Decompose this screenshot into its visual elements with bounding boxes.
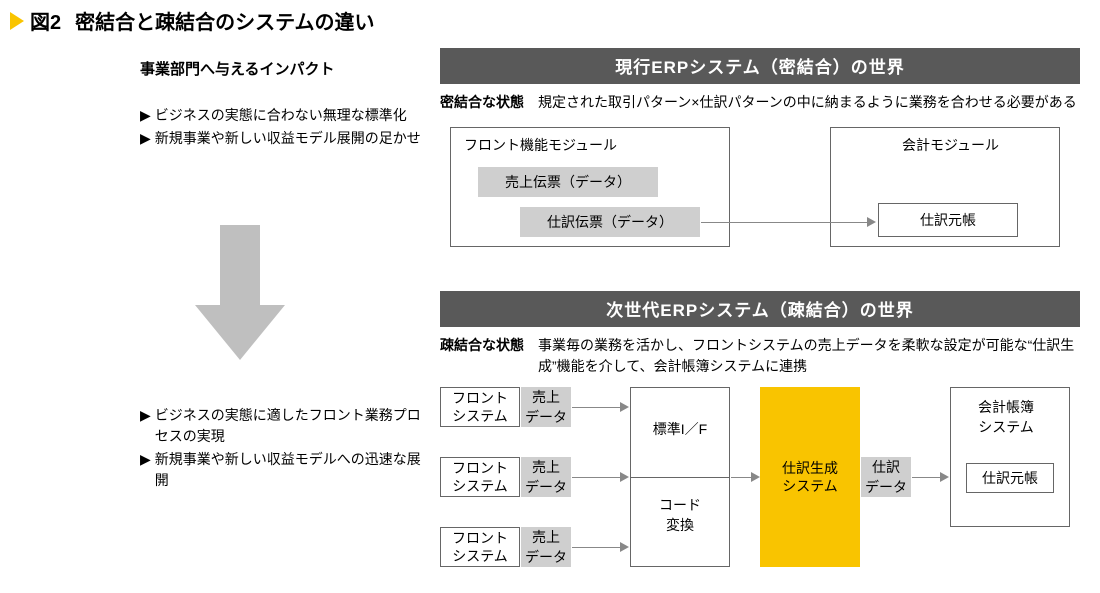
right-column: 現行ERPシステム（密結合）の世界 密結合な状態 規定された取引パターン×仕訳パ…: [440, 48, 1080, 587]
arrow-line: [572, 477, 620, 478]
down-arrow-icon: [195, 225, 285, 360]
impact-heading: 事業部門へ与えるインパクト: [140, 58, 425, 79]
front-system-box: フロント システム: [440, 387, 520, 427]
loose-state-label: 疎結合な状態: [440, 335, 524, 377]
loose-diagram: フロント システム 売上 データ フロント システム 売上 データ フロント シ…: [440, 387, 1080, 587]
front-system-box: フロント システム: [440, 457, 520, 497]
arrow-head-icon: [620, 542, 629, 552]
arrow-line: [572, 547, 620, 548]
bullet-text: 新規事業や新しい収益モデルへの迅速な展開: [155, 449, 425, 491]
loose-state-text: 事業毎の業務を活かし、フロントシステムの売上データを柔軟な設定が可能な“仕訳生成…: [538, 335, 1080, 377]
sales-data-box: 売上 データ: [521, 527, 571, 567]
bullet-marker: ▶: [140, 128, 151, 149]
arrow-line: [912, 477, 940, 478]
triangle-icon: [10, 12, 24, 30]
bullet-marker: ▶: [140, 405, 151, 447]
arrow-head-icon: [751, 472, 760, 482]
tight-diagram: フロント機能モジュール 売上伝票（データ） 仕訳伝票（データ） 会計モジュール …: [440, 123, 1080, 273]
acct-book-label: 会計帳簿 システム: [978, 397, 1034, 437]
bullet-marker: ▶: [140, 449, 151, 491]
arrow-line: [701, 222, 867, 223]
acct-module-label: 会計モジュール: [902, 135, 999, 155]
ledger-box-2: 仕訳元帳: [966, 463, 1054, 493]
sales-data-box: 売上 データ: [521, 387, 571, 427]
figure-caption: 密結合と疎結合のシステムの違い: [75, 6, 374, 35]
front-system-box: フロント システム: [440, 527, 520, 567]
tight-state-text: 規定された取引パターン×仕訳パターンの中に納まるように業務を合わせる必要がある: [538, 92, 1077, 113]
tight-state-label: 密結合な状態: [440, 92, 524, 113]
gen-system-box: 仕訳生成 システム: [760, 387, 860, 567]
code-conv-label: コード 変換: [648, 495, 712, 535]
loose-banner: 次世代ERPシステム（疎結合）の世界: [440, 291, 1080, 327]
journal-data-box: 仕訳 データ: [861, 457, 911, 497]
arrow-head-icon: [620, 472, 629, 482]
sales-data-box: 売上 データ: [521, 457, 571, 497]
arrow-head-icon: [620, 402, 629, 412]
std-if-label: 標準I／F: [648, 419, 712, 439]
arrow-head-icon: [940, 472, 949, 482]
ledger-box: 仕訳元帳: [878, 203, 1018, 237]
divider: [630, 477, 730, 478]
tight-state: 密結合な状態 規定された取引パターン×仕訳パターンの中に納まるように業務を合わせ…: [440, 92, 1080, 113]
bottom-bullets: ▶ビジネスの実態に適したフロント業務プロセスの実現 ▶新規事業や新しい収益モデル…: [140, 405, 425, 493]
left-column: 事業部門へ与えるインパクト ▶ビジネスの実態に合わない無理な標準化 ▶新規事業や…: [140, 58, 425, 151]
arrow-head-icon: [867, 217, 876, 227]
top-bullets: ▶ビジネスの実態に合わない無理な標準化 ▶新規事業や新しい収益モデル展開の足かせ: [140, 105, 425, 149]
bullet-text: ビジネスの実態に合わない無理な標準化: [155, 105, 407, 126]
bullet-text: ビジネスの実態に適したフロント業務プロセスの実現: [155, 405, 425, 447]
bullet-text: 新規事業や新しい収益モデル展開の足かせ: [155, 128, 421, 149]
loose-section: 次世代ERPシステム（疎結合）の世界 疎結合な状態 事業毎の業務を活かし、フロン…: [440, 291, 1080, 587]
figure-title: 図2 密結合と疎結合のシステムの違い: [10, 6, 375, 35]
figure-number: 図2: [30, 6, 61, 35]
loose-state: 疎結合な状態 事業毎の業務を活かし、フロントシステムの売上データを柔軟な設定が可…: [440, 335, 1080, 377]
tight-banner: 現行ERPシステム（密結合）の世界: [440, 48, 1080, 84]
front-module-label: フロント機能モジュール: [464, 135, 617, 155]
sales-slip-box: 売上伝票（データ）: [478, 167, 658, 197]
journal-slip-box: 仕訳伝票（データ）: [520, 207, 700, 237]
bullet-marker: ▶: [140, 105, 151, 126]
arrow-line: [731, 477, 751, 478]
arrow-line: [572, 407, 620, 408]
